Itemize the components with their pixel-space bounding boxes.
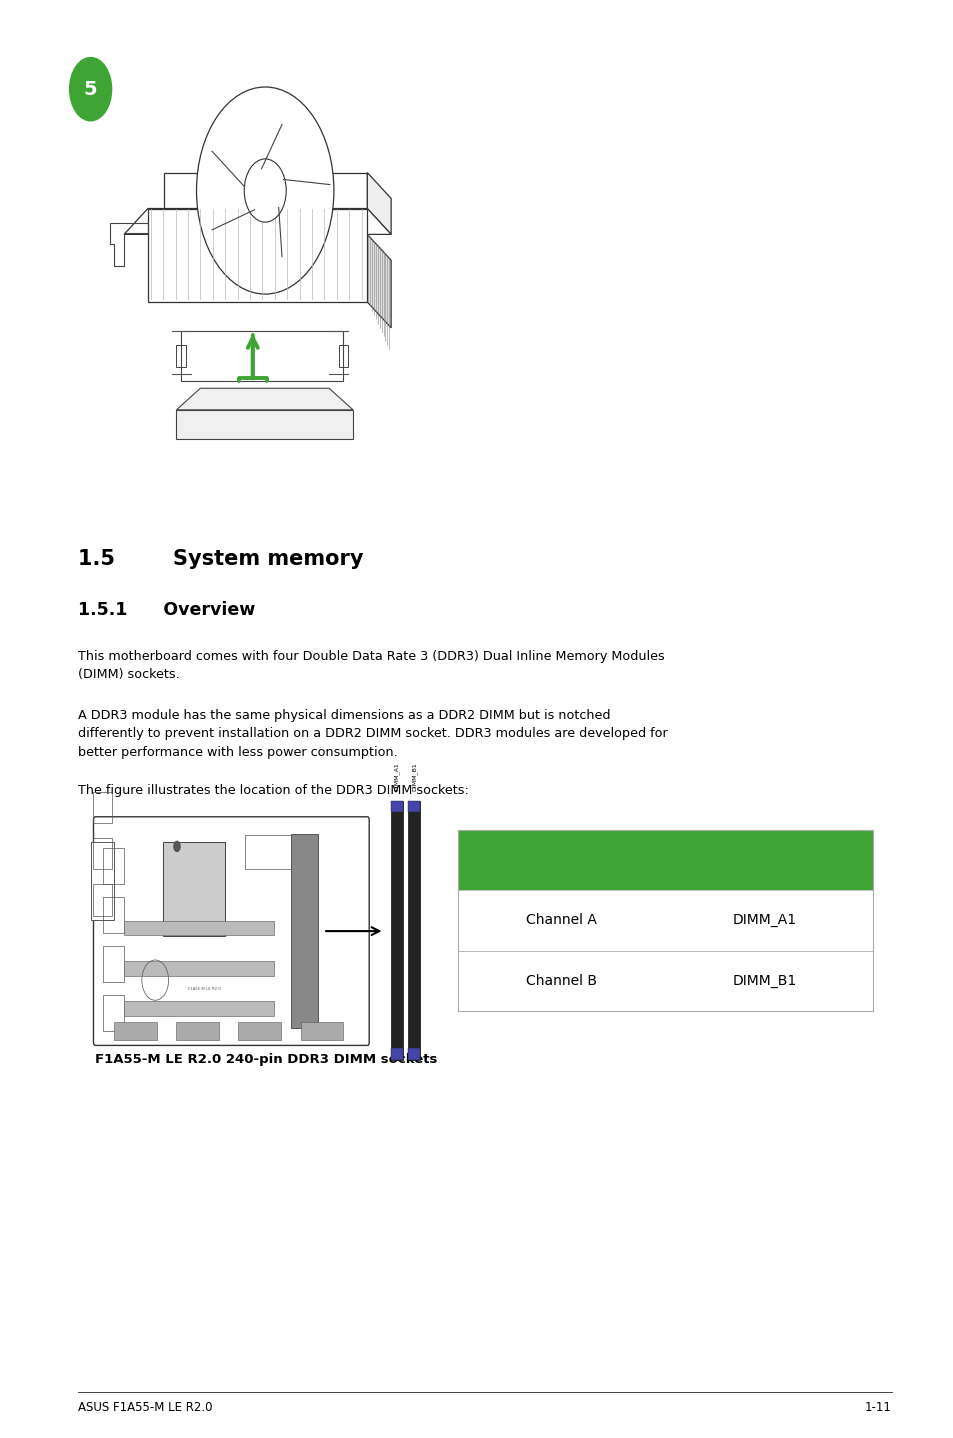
Text: Channel A: Channel A (526, 913, 597, 928)
Bar (408, 801, 419, 812)
Text: DIMM_B1: DIMM_B1 (732, 974, 797, 988)
Bar (124, 920, 274, 935)
Text: ASUS F1A55-M LE R2.0: ASUS F1A55-M LE R2.0 (78, 1401, 213, 1414)
Bar (457, 890, 872, 951)
Bar (91, 841, 114, 920)
Polygon shape (367, 173, 391, 234)
Text: Channel B: Channel B (526, 974, 597, 988)
Bar (92, 884, 112, 916)
Bar (291, 834, 318, 1028)
Circle shape (196, 86, 334, 295)
Text: 1.5.1      Overview: 1.5.1 Overview (78, 601, 255, 620)
Text: Sockets: Sockets (732, 853, 797, 867)
Text: 5: 5 (84, 79, 97, 99)
Bar (124, 1001, 274, 1015)
Text: DIMM_A1: DIMM_A1 (732, 913, 797, 928)
Polygon shape (164, 173, 367, 209)
Polygon shape (367, 234, 391, 328)
Bar (163, 843, 225, 936)
Bar (457, 830, 872, 890)
Bar (457, 830, 872, 1011)
Text: ASUS: ASUS (197, 969, 211, 974)
Bar (408, 1048, 419, 1060)
Bar (92, 792, 112, 824)
Polygon shape (176, 388, 353, 410)
Polygon shape (148, 209, 367, 302)
Text: F1A55-M LE R2.0 240-pin DDR3 DIMM sockets: F1A55-M LE R2.0 240-pin DDR3 DIMM socket… (95, 1053, 437, 1066)
Text: 1-11: 1-11 (864, 1401, 891, 1414)
Bar (103, 995, 124, 1031)
Text: A DDR3 module has the same physical dimensions as a DDR2 DIMM but is notched
dif: A DDR3 module has the same physical dime… (78, 709, 667, 759)
FancyBboxPatch shape (93, 817, 369, 1045)
Circle shape (173, 841, 181, 853)
Bar (124, 961, 274, 975)
Bar (238, 1022, 281, 1040)
Text: This motherboard comes with four Double Data Rate 3 (DDR3) Dual Inline Memory Mo: This motherboard comes with four Double … (78, 650, 664, 682)
Circle shape (244, 158, 286, 221)
Bar (300, 1022, 343, 1040)
Bar (114, 1022, 157, 1040)
Bar (408, 801, 419, 1060)
Circle shape (70, 58, 112, 121)
Bar (176, 410, 353, 439)
Bar (391, 801, 402, 1060)
Bar (176, 1022, 219, 1040)
Text: Channel: Channel (528, 853, 595, 867)
Bar (103, 848, 124, 884)
Bar (92, 838, 112, 870)
Text: 1.5        System memory: 1.5 System memory (78, 549, 363, 569)
Bar (103, 946, 124, 982)
Bar (457, 951, 872, 1011)
Bar (181, 331, 343, 381)
Text: The figure illustrates the location of the DDR3 DIMM sockets:: The figure illustrates the location of t… (78, 784, 469, 797)
Text: DIMM_A1: DIMM_A1 (394, 762, 399, 791)
Polygon shape (124, 209, 391, 234)
Bar (103, 897, 124, 933)
Text: F1A55-M LE R2.0: F1A55-M LE R2.0 (188, 986, 220, 991)
Text: DIMM_B1: DIMM_B1 (411, 762, 416, 791)
Bar (391, 1048, 402, 1060)
Bar (245, 835, 299, 869)
Bar (391, 801, 402, 812)
